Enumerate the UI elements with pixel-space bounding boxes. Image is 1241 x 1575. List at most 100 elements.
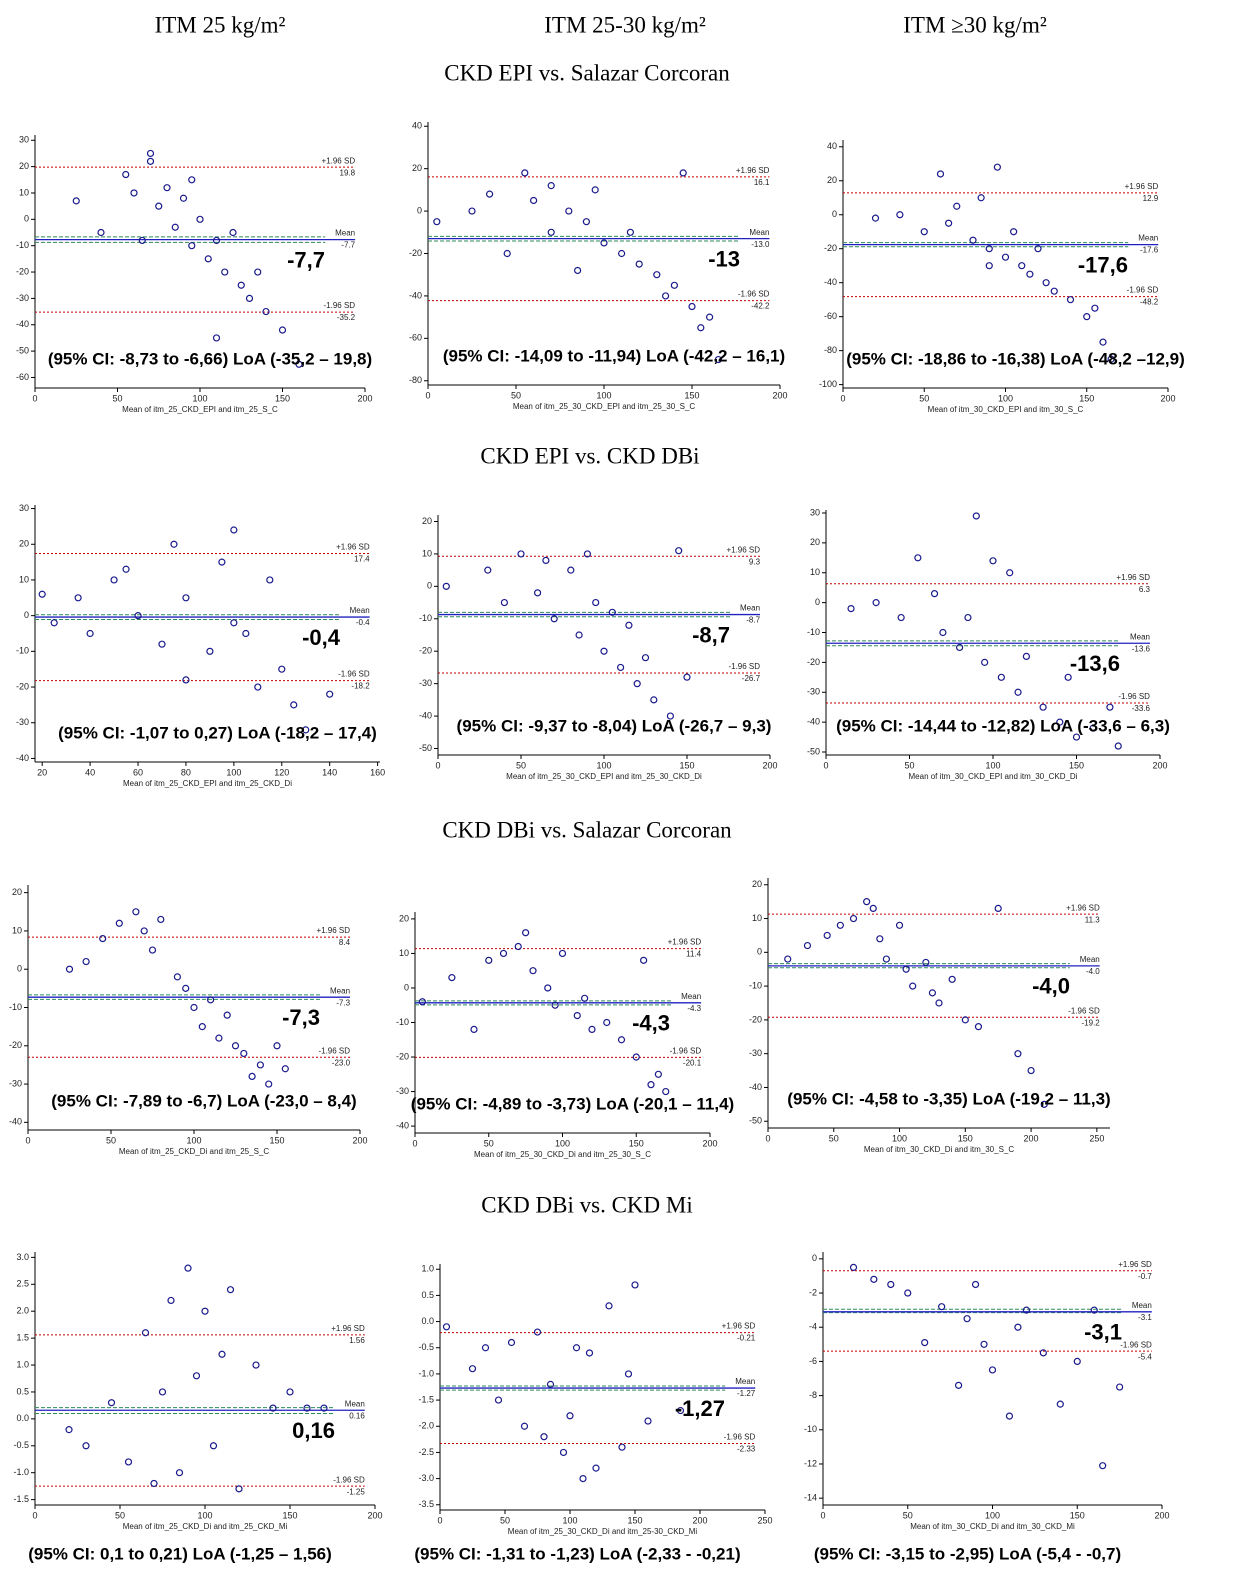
mean-annotation: -4,0 xyxy=(1032,974,1070,999)
y-tick-label: 20 xyxy=(12,887,22,897)
data-point xyxy=(635,260,643,268)
data-point xyxy=(939,628,947,637)
data-point xyxy=(74,594,82,602)
data-point xyxy=(573,266,582,275)
data-point xyxy=(442,582,450,590)
data-point xyxy=(50,619,58,627)
data-point xyxy=(507,1338,516,1347)
line-value: 19.8 xyxy=(340,168,356,177)
data-point xyxy=(175,1469,184,1477)
data-point xyxy=(209,1442,218,1450)
line-name: -1.96 SD xyxy=(338,670,370,679)
x-tick-label: 50 xyxy=(829,1133,839,1143)
data-point xyxy=(909,982,917,990)
x-tick-label: 0 xyxy=(840,393,845,403)
data-point xyxy=(572,1344,581,1352)
data-point xyxy=(72,197,80,205)
data-point xyxy=(522,929,530,937)
data-point xyxy=(670,281,679,289)
data-point xyxy=(1027,1066,1035,1075)
data-point xyxy=(499,949,508,958)
data-point xyxy=(654,1070,662,1078)
mean-annotation: -13 xyxy=(708,246,740,271)
line-value: -3.1 xyxy=(1138,1313,1152,1322)
line-value: -33.6 xyxy=(1132,704,1151,713)
data-point xyxy=(520,1422,529,1430)
y-tick-label: -10 xyxy=(9,1002,22,1012)
y-tick-label: 0 xyxy=(757,947,762,957)
data-point xyxy=(529,967,537,975)
data-point xyxy=(1010,228,1018,236)
x-tick-label: 50 xyxy=(903,1510,913,1520)
data-point xyxy=(182,984,190,992)
x-axis-label: Mean of itm_30_CKD_EPI and itm_30_S_C xyxy=(928,405,1084,414)
data-point xyxy=(974,1023,983,1031)
data-point xyxy=(1039,703,1047,711)
data-point xyxy=(1066,296,1075,304)
row-title: CKD EPI vs. CKD DBi xyxy=(480,443,699,468)
data-point xyxy=(130,189,138,197)
y-tick-label: -2 xyxy=(809,1287,817,1297)
y-tick-label: -40 xyxy=(396,1120,409,1130)
line-name: Mean xyxy=(335,229,355,238)
line-value: 9.3 xyxy=(749,557,761,566)
line-value: 0.16 xyxy=(349,1411,365,1420)
y-tick-label: 10 xyxy=(19,187,29,197)
data-point xyxy=(803,941,812,950)
data-point xyxy=(579,1474,587,1483)
data-point xyxy=(948,975,956,983)
data-point xyxy=(245,294,254,302)
data-point xyxy=(248,1072,256,1081)
data-point xyxy=(256,1061,264,1069)
data-point xyxy=(196,215,204,223)
mean-annotation: -7,7 xyxy=(287,247,325,272)
x-tick-label: 200 xyxy=(357,393,372,403)
data-point xyxy=(591,186,599,194)
line-value: 11.4 xyxy=(686,950,702,959)
line-value: -5.4 xyxy=(1138,1352,1152,1361)
line-name: Mean xyxy=(681,992,701,1001)
x-tick-label: 50 xyxy=(115,1510,125,1520)
data-point xyxy=(969,236,977,244)
column-title: ITM 25 kg/m² xyxy=(155,12,286,37)
y-tick-label: 20 xyxy=(810,537,820,547)
data-point xyxy=(146,149,155,158)
y-tick-label: -40 xyxy=(409,290,422,300)
x-tick-label: 140 xyxy=(322,767,337,777)
data-point xyxy=(1107,355,1115,363)
data-point xyxy=(559,1448,568,1457)
data-point xyxy=(922,958,930,967)
x-tick-label: 50 xyxy=(106,1135,116,1145)
mean-annotation: -13,6 xyxy=(1070,651,1120,676)
data-point xyxy=(503,249,511,258)
data-point xyxy=(221,268,229,276)
line-value: -4.0 xyxy=(1086,967,1100,976)
y-tick-label: -20 xyxy=(419,646,432,656)
y-tick-label: -50 xyxy=(749,1116,762,1126)
data-point xyxy=(936,170,945,178)
data-point xyxy=(631,1281,639,1289)
data-point xyxy=(192,1372,201,1380)
line-value: -8.7 xyxy=(746,616,760,625)
x-tick-label: 0 xyxy=(820,1510,825,1520)
data-point xyxy=(896,211,904,219)
data-point xyxy=(204,255,212,263)
data-point xyxy=(1018,262,1026,270)
data-point xyxy=(486,190,494,198)
data-point xyxy=(870,1275,878,1283)
y-tick-label: -100 xyxy=(819,379,837,389)
y-tick-label: -14 xyxy=(804,1493,817,1503)
data-point xyxy=(972,512,980,520)
y-tick-label: 0.0 xyxy=(16,1413,29,1423)
data-point xyxy=(1114,742,1122,750)
line-name: Mean xyxy=(330,986,350,995)
y-tick-label: 20 xyxy=(827,175,837,185)
data-point xyxy=(575,631,583,639)
data-point xyxy=(237,281,245,289)
x-tick-label: 100 xyxy=(985,760,1000,770)
x-axis-label: Mean of itm_30_CKD_Di and itm_30_CKD_Mi xyxy=(910,1522,1075,1531)
data-point xyxy=(1040,1100,1048,1108)
data-point xyxy=(1099,338,1107,346)
data-point xyxy=(705,313,714,321)
data-point xyxy=(269,1404,277,1412)
